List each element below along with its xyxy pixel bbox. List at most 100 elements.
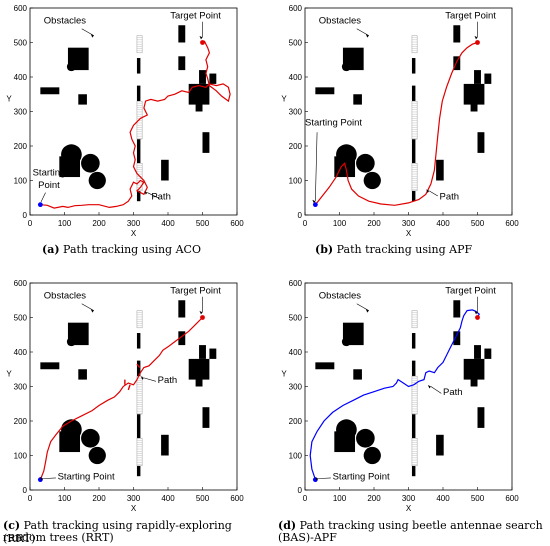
path-line [39, 317, 203, 480]
obstacle-rect [411, 414, 416, 439]
x-tick-label: 300 [402, 494, 416, 503]
start-label: Starting Point [58, 472, 115, 483]
path-label: Path [443, 387, 463, 398]
x-tick-label: 500 [196, 494, 210, 503]
target-label: Target Point [170, 285, 221, 296]
obstacle-rect [78, 369, 87, 380]
y-tick-label: 500 [14, 39, 28, 48]
obstacles-label-arrowhead [90, 309, 94, 313]
obstacle-rect [411, 465, 416, 477]
y-axis-label: Y [6, 370, 12, 379]
x-tick-label: 0 [303, 219, 308, 228]
y-axis-label: Y [6, 95, 12, 104]
y-tick-label: 500 [14, 314, 28, 323]
x-tick-label: 400 [161, 494, 175, 503]
x-axis-label: X [131, 504, 137, 513]
obstacle-rect [315, 87, 335, 95]
y-tick-label: 600 [14, 4, 28, 13]
obstacle-circle [88, 446, 106, 465]
obstacle-rect [78, 94, 87, 105]
obstacle-rect [474, 70, 481, 84]
obstacle-rect [136, 465, 141, 477]
y-tick-label: 200 [14, 417, 28, 426]
start-label: Starting [33, 167, 66, 178]
caption-c: (c) Path tracking using rapidly-explorin… [3, 520, 273, 544]
target-marker [475, 40, 480, 45]
y-tick-label: 300 [289, 108, 303, 117]
caption-c-text: Path tracking using rapidly-exploring ra… [3, 519, 232, 544]
striped-obstacle [136, 100, 143, 140]
obstacle-circle [81, 153, 100, 173]
obstacle-rect [178, 300, 186, 318]
target-label-arrowhead [199, 310, 203, 315]
path-label-arrow [143, 377, 157, 382]
obstacle-rect [136, 139, 141, 164]
start-label: Starting Point [333, 472, 390, 483]
target-marker [200, 315, 205, 320]
start-marker [312, 202, 318, 208]
obstacle-rect [136, 333, 141, 349]
start-label-arrow [318, 477, 331, 479]
y-tick-label: 600 [289, 279, 303, 288]
obstacles-label-arrowhead [90, 34, 94, 38]
obstacle-rect [178, 25, 186, 43]
striped-obstacle [136, 438, 143, 467]
x-tick-label: 600 [505, 219, 519, 228]
x-tick-label: 600 [230, 219, 244, 228]
obstacle-rect [40, 87, 60, 95]
striped-obstacle [411, 438, 418, 467]
target-label: Target Point [445, 10, 496, 21]
obstacle-rect [136, 360, 141, 377]
obstacle-rect [411, 333, 416, 349]
obstacle-rect [470, 369, 478, 387]
x-tick-label: 500 [196, 219, 210, 228]
y-tick-label: 300 [14, 383, 28, 392]
x-tick-label: 500 [471, 219, 485, 228]
caption-a-text: Path tracking using ACO [63, 243, 201, 256]
panel-c: 0 100 200 300 400 500 600 0 100 200 300 400 500 600 X Y… [6, 279, 244, 513]
path-line [40, 40, 231, 209]
plot-frame [29, 7, 238, 216]
obstacle-circle [88, 171, 106, 190]
caption-c-letter: (c) [3, 519, 21, 532]
x-tick-label: 300 [127, 494, 141, 503]
start-label-arrow [40, 192, 46, 203]
x-tick-label: 400 [436, 219, 450, 228]
striped-obstacle [411, 163, 418, 192]
y-tick-label: 400 [289, 73, 303, 82]
obstacles-label-arrowhead [365, 34, 369, 38]
y-tick-label: 100 [14, 452, 28, 461]
obstacle-rect [453, 56, 461, 71]
x-tick-label: 100 [58, 494, 72, 503]
path-label: Path [440, 191, 460, 202]
obstacle-circle [336, 419, 357, 440]
caption-d: (d) Path tracking using beetle antennae … [278, 520, 548, 544]
y-tick-label: 200 [289, 417, 303, 426]
caption-a-letter: (a) [42, 243, 60, 256]
obstacle-rect [202, 132, 210, 153]
obstacles-label-arrowhead [365, 309, 369, 313]
obstacle-circle [61, 419, 82, 440]
target-label-arrowhead [474, 35, 478, 40]
path-label-arrow [147, 192, 160, 199]
target-label-arrowhead [474, 310, 478, 315]
y-tick-label: 100 [289, 452, 303, 461]
start-marker [37, 202, 43, 208]
obstacles-label-arrow [356, 28, 369, 36]
obstacle-rect [209, 73, 217, 84]
obstacles-label: Obstacles [44, 16, 86, 27]
path-label: Path [158, 375, 178, 386]
obstacle-rect [195, 94, 203, 112]
y-tick-label: 400 [14, 348, 28, 357]
y-axis-label: Y [281, 370, 287, 379]
obstacle-circle [356, 428, 375, 448]
obstacle-rect [195, 369, 203, 387]
path-spike [136, 363, 141, 368]
caption-d-line2: (RRT) [3, 532, 36, 545]
striped-obstacle [411, 375, 418, 415]
obstacle-rect [136, 414, 141, 439]
path-label-arrowhead [427, 385, 431, 389]
obstacles-label-arrow [81, 28, 94, 36]
x-tick-label: 0 [303, 494, 308, 503]
